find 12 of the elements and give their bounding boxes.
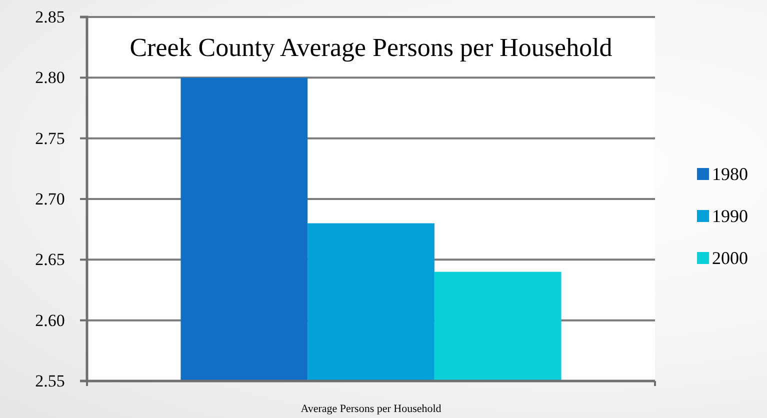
y-tick-label: 2.70 (35, 189, 65, 208)
legend-label: 1980 (712, 164, 748, 184)
y-tick-label: 2.85 (35, 7, 65, 26)
legend-label: 2000 (712, 248, 748, 268)
x-tick-label: Average Persons per Household (300, 403, 442, 415)
y-tick-label: 2.75 (35, 128, 65, 148)
y-tick-label: 2.65 (35, 250, 65, 270)
y-tick-label: 2.80 (35, 68, 65, 88)
y-tick-label: 2.55 (35, 371, 65, 390)
legend-label: 1990 (712, 206, 748, 226)
text: Creek County Average Persons per Household (130, 33, 612, 62)
y-tick-label: 2.60 (35, 310, 65, 330)
